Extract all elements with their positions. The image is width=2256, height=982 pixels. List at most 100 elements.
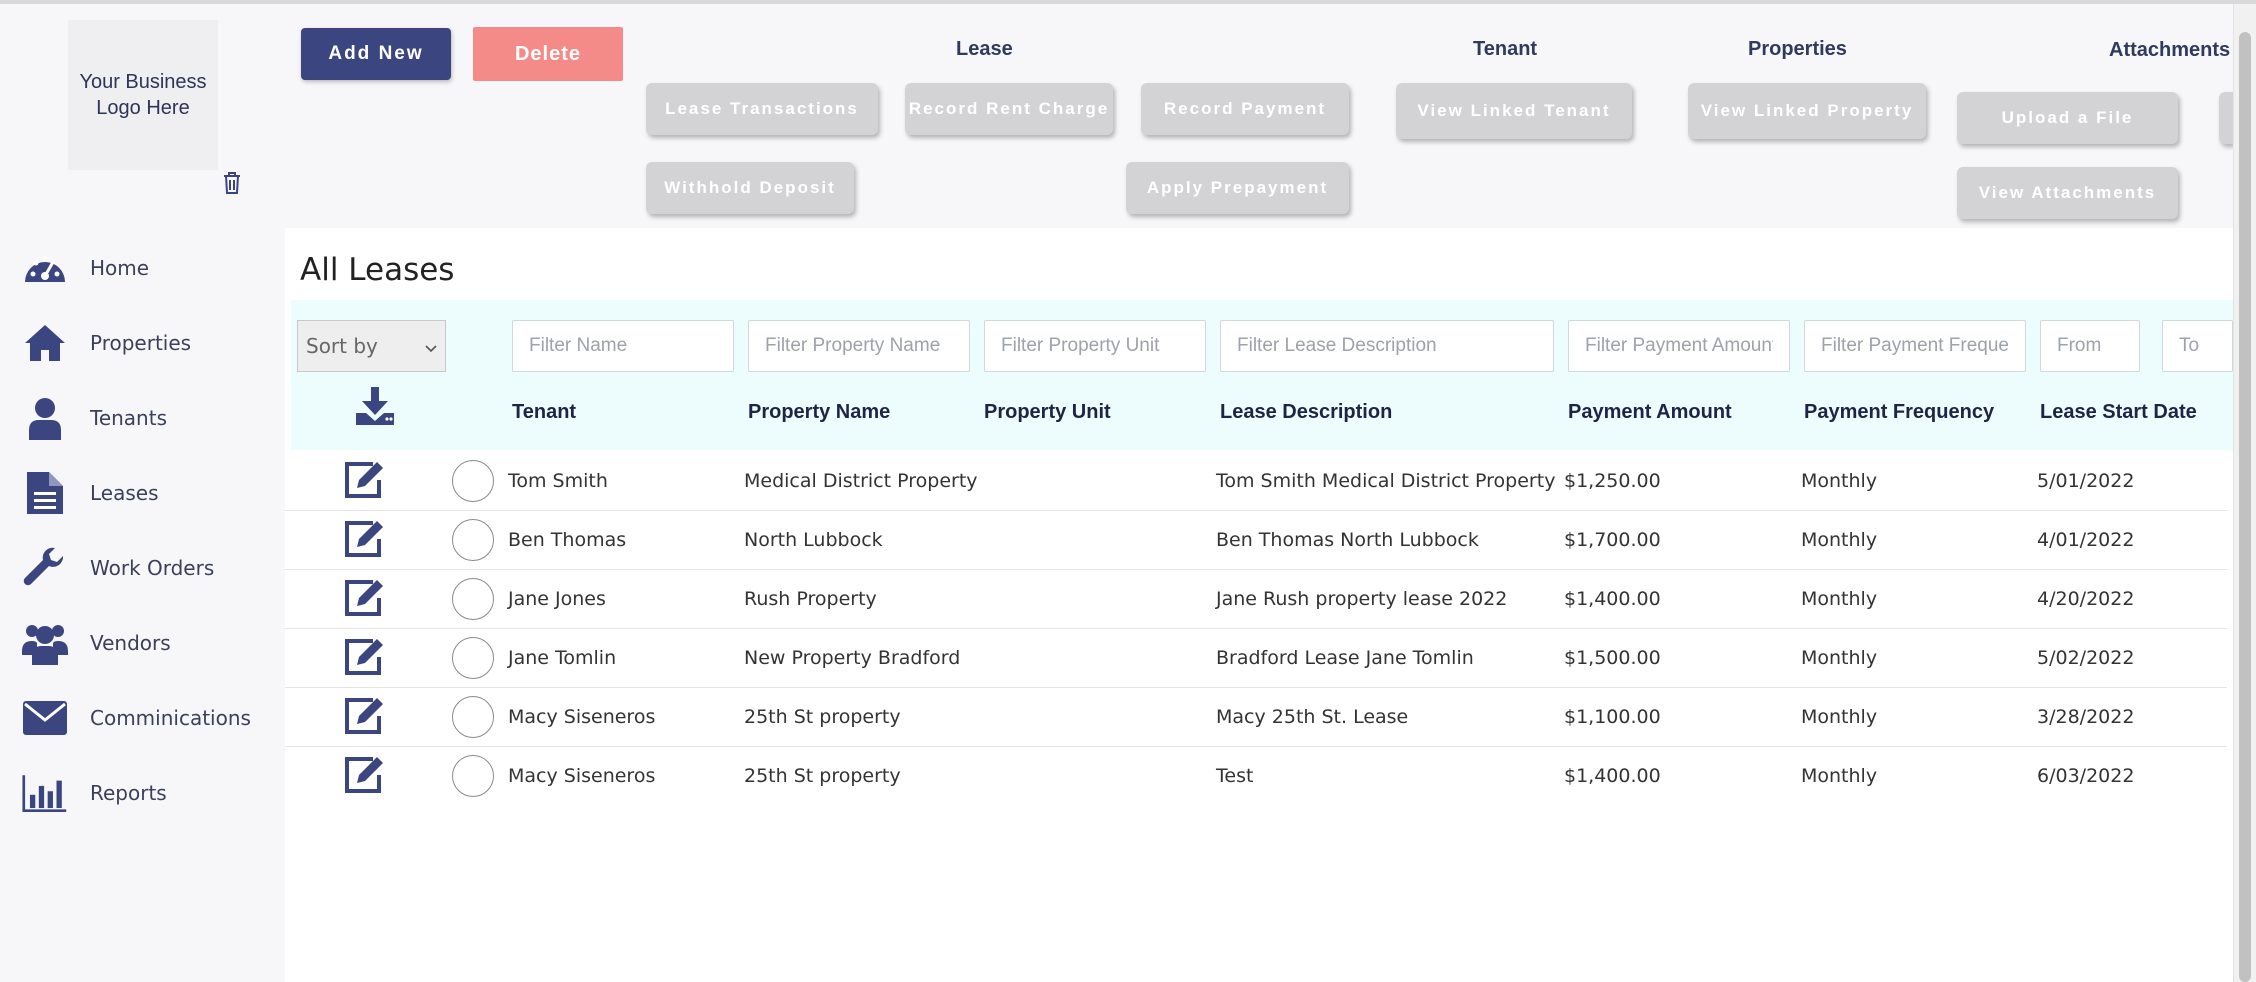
table-row[interactable]: Tom Smith Medical District Property Tom … [285,452,2227,511]
sort-by-label: Sort by [306,334,378,358]
cell-tenant: Macy Siseneros [508,706,656,728]
filter-and-header-band: Sort by Tenant Property Name Property Un… [291,300,2233,450]
sidebar-item-work-orders[interactable]: Work Orders [22,538,214,598]
logo-text-line2: Logo Here [96,97,190,119]
sidebar-item-label: Properties [90,331,192,355]
sidebar-item-tenants[interactable]: Tenants [22,388,167,448]
sidebar-item-home[interactable]: Home [22,238,149,298]
sidebar-item-label: Home [90,256,150,280]
delete-button[interactable]: Delete [473,27,623,81]
delete-logo-icon[interactable] [220,170,244,196]
bar-chart-icon [22,770,68,816]
filter-payment-amount-input[interactable] [1568,320,1790,372]
leases-panel: All Leases Sort by Tenant Property Name … [285,228,2233,982]
cell-payment-frequency: Monthly [1801,706,1878,728]
sidebar-item-label: Work Orders [90,556,215,580]
edit-icon[interactable] [343,460,387,500]
table-row[interactable]: Macy Siseneros 25th St property Macy 25t… [285,688,2227,747]
sidebar-item-communications[interactable]: Comminications [22,688,251,748]
action-toolbar: Add New Delete Lease Lease Transactions … [285,4,2233,228]
sidebar-item-label: Leases [90,481,159,505]
sidebar: Your Business Logo Here Home Properties … [0,4,285,982]
person-icon [22,395,68,441]
table-row[interactable]: Macy Siseneros 25th St property Test $1,… [285,747,2227,806]
download-icon[interactable] [354,387,396,427]
cell-payment-amount: $1,700.00 [1564,529,1661,551]
cell-tenant: Jane Tomlin [508,647,617,669]
vertical-scrollbar[interactable] [2233,4,2256,982]
row-select-radio[interactable] [452,755,494,797]
cell-lease-start-date: 4/20/2022 [2037,588,2135,610]
column-header-payment-amount[interactable]: Payment Amount [1568,401,1732,423]
cell-lease-start-date: 3/28/2022 [2037,706,2135,728]
page-title: All Leases [300,252,455,288]
row-select-radio[interactable] [452,519,494,561]
logo-text-line1: Your Business [79,71,207,93]
cell-property-name: 25th St property [744,706,901,728]
filter-date-from-input[interactable] [2040,320,2140,372]
table-row[interactable]: Ben Thomas North Lubbock Ben Thomas Nort… [285,511,2227,570]
business-logo-placeholder[interactable]: Your Business Logo Here [68,20,218,170]
sidebar-item-properties[interactable]: Properties [22,313,191,373]
sidebar-item-reports[interactable]: Reports [22,763,167,823]
apply-prepayment-button[interactable]: Apply Prepayment [1126,162,1349,214]
column-header-property-unit[interactable]: Property Unit [984,401,1111,423]
cell-lease-start-date: 4/01/2022 [2037,529,2135,551]
row-select-radio[interactable] [452,696,494,738]
column-header-lease-start-date[interactable]: Lease Start Date [2040,401,2197,423]
view-linked-tenant-button[interactable]: View Linked Tenant [1396,83,1632,139]
table-row[interactable]: Jane Tomlin New Property Bradford Bradfo… [285,629,2227,688]
add-new-button[interactable]: Add New [301,28,451,80]
withhold-deposit-button[interactable]: Withhold Deposit [646,162,854,214]
filter-property-name-input[interactable] [748,320,970,372]
view-attachments-button[interactable]: View Attachments [1957,167,2178,219]
sidebar-item-leases[interactable]: Leases [22,463,159,523]
upload-file-button[interactable]: Upload a File [1957,92,2178,144]
sort-by-select[interactable]: Sort by [297,320,446,372]
cell-payment-frequency: Monthly [1801,470,1878,492]
cell-payment-amount: $1,100.00 [1564,706,1661,728]
main-area: Add New Delete Lease Lease Transactions … [285,4,2233,982]
column-header-lease-description[interactable]: Lease Description [1220,401,1393,423]
view-linked-property-button[interactable]: View Linked Property [1688,83,1926,139]
sidebar-item-label: Vendors [90,631,171,655]
edit-icon[interactable] [343,696,387,736]
edit-icon[interactable] [343,637,387,677]
record-rent-charge-button[interactable]: Record Rent Charge [905,83,1113,135]
wrench-icon [22,545,68,591]
filter-property-unit-input[interactable] [984,320,1206,372]
column-header-tenant[interactable]: Tenant [512,401,577,423]
filter-payment-frequency-input[interactable] [1804,320,2026,372]
row-select-radio[interactable] [452,460,494,502]
filter-name-input[interactable] [512,320,734,372]
window-top-border [0,0,2256,4]
row-select-radio[interactable] [452,637,494,679]
scrollbar-thumb[interactable] [2239,32,2251,982]
sidebar-item-vendors[interactable]: Vendors [22,613,171,673]
edit-icon[interactable] [343,519,387,559]
filter-date-to-input[interactable] [2162,320,2233,372]
cell-payment-frequency: Monthly [1801,765,1878,787]
lease-transactions-button[interactable]: Lease Transactions [646,83,878,135]
cell-property-name: Rush Property [744,588,877,610]
cell-lease-start-date: 6/03/2022 [2037,765,2135,787]
cell-payment-frequency: Monthly [1801,588,1878,610]
cell-payment-amount: $1,400.00 [1564,765,1661,787]
edit-icon[interactable] [343,755,387,795]
table-row[interactable]: Jane Jones Rush Property Jane Rush prope… [285,570,2227,629]
record-payment-button[interactable]: Record Payment [1141,83,1349,135]
cell-lease-description: Bradford Lease Jane Tomlin [1216,647,1474,669]
cell-tenant: Tom Smith [508,470,608,492]
row-select-radio[interactable] [452,578,494,620]
sidebar-item-label: Reports [90,781,167,805]
column-header-property-name[interactable]: Property Name [748,401,891,423]
hidden-toolbar-button-edge[interactable] [2219,92,2233,144]
filter-lease-description-input[interactable] [1220,320,1554,372]
chevron-down-icon [425,334,437,358]
edit-icon[interactable] [343,578,387,618]
tenant-group-title: Tenant [1473,38,1538,60]
dashboard-gauge-icon [22,245,68,291]
cell-lease-description: Tom Smith Medical District Property [1216,470,1556,492]
cell-property-name: 25th St property [744,765,901,787]
column-header-payment-frequency[interactable]: Payment Frequency [1804,401,1995,423]
